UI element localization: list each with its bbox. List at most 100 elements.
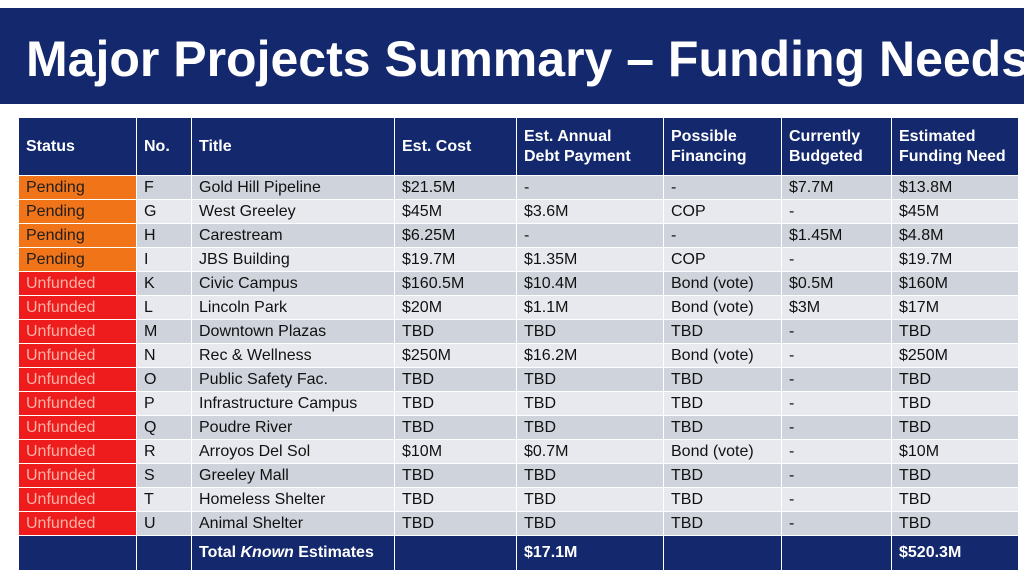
- funding-need: $17M: [891, 295, 1019, 320]
- currently-budgeted: -: [781, 199, 892, 224]
- project-title: Greeley Mall: [191, 463, 395, 488]
- project-title: Public Safety Fac.: [191, 367, 395, 392]
- status-cell: Pending: [18, 175, 137, 200]
- debt-payment: $3.6M: [516, 199, 664, 224]
- total-row: Total Known Estimates $17.1M $520.3M: [18, 535, 1019, 571]
- funding-need: $19.7M: [891, 247, 1019, 272]
- est-cost: $21.5M: [394, 175, 517, 200]
- possible-financing: TBD: [663, 391, 782, 416]
- est-cost: TBD: [394, 319, 517, 344]
- currently-budgeted: -: [781, 463, 892, 488]
- project-no: L: [136, 295, 192, 320]
- est-cost: TBD: [394, 367, 517, 392]
- project-no: G: [136, 199, 192, 224]
- header-financing-line1: Possible: [671, 127, 737, 145]
- possible-financing: Bond (vote): [663, 439, 782, 464]
- header-est-cost: Est. Cost: [394, 117, 517, 176]
- project-title: Homeless Shelter: [191, 487, 395, 512]
- currently-budgeted: -: [781, 511, 892, 536]
- funding-need: $250M: [891, 343, 1019, 368]
- currently-budgeted: -: [781, 487, 892, 512]
- table-row: Pending I JBS Building $19.7M $1.35M COP - $19.…: [18, 247, 1019, 272]
- currently-budgeted: -: [781, 415, 892, 440]
- table-row: Unfunded S Greeley Mall TBD TBD TBD - TBD: [18, 463, 1019, 488]
- status-cell: Pending: [18, 247, 137, 272]
- funding-need: TBD: [891, 415, 1019, 440]
- possible-financing: TBD: [663, 487, 782, 512]
- possible-financing: Bond (vote): [663, 271, 782, 296]
- header-financing-line2: Financing: [671, 147, 747, 165]
- total-label: Total Known Estimates: [191, 535, 395, 571]
- table-row: Pending H Carestream $6.25M - - $1.45M $4.8M: [18, 223, 1019, 248]
- project-title: Poudre River: [191, 415, 395, 440]
- funding-need: TBD: [891, 511, 1019, 536]
- est-cost: TBD: [394, 511, 517, 536]
- debt-payment: TBD: [516, 415, 664, 440]
- est-cost: $10M: [394, 439, 517, 464]
- status-cell: Unfunded: [18, 439, 137, 464]
- possible-financing: TBD: [663, 511, 782, 536]
- status-cell: Unfunded: [18, 319, 137, 344]
- est-cost: $6.25M: [394, 223, 517, 248]
- projects-table: Status No. Title Est. Cost Est. Annual D…: [18, 117, 1019, 571]
- status-cell: Unfunded: [18, 391, 137, 416]
- total-budgeted-cell: [781, 535, 892, 571]
- total-label-emphasis: Known: [240, 544, 294, 561]
- project-title: Infrastructure Campus: [191, 391, 395, 416]
- possible-financing: COP: [663, 199, 782, 224]
- funding-need: TBD: [891, 391, 1019, 416]
- currently-budgeted: $1.45M: [781, 223, 892, 248]
- header-funding-need: Estimated Funding Need: [891, 117, 1019, 176]
- funding-need: TBD: [891, 319, 1019, 344]
- header-budgeted-line1: Currently: [789, 127, 861, 145]
- currently-budgeted: -: [781, 391, 892, 416]
- table-row: Unfunded K Civic Campus $160.5M $10.4M Bond (…: [18, 271, 1019, 296]
- total-no-cell: [136, 535, 192, 571]
- debt-payment: $10.4M: [516, 271, 664, 296]
- status-cell: Unfunded: [18, 367, 137, 392]
- possible-financing: TBD: [663, 367, 782, 392]
- possible-financing: -: [663, 175, 782, 200]
- funding-need: TBD: [891, 487, 1019, 512]
- debt-payment: TBD: [516, 463, 664, 488]
- funding-need: $45M: [891, 199, 1019, 224]
- project-title: Carestream: [191, 223, 395, 248]
- status-cell: Unfunded: [18, 271, 137, 296]
- debt-payment: TBD: [516, 487, 664, 512]
- possible-financing: -: [663, 223, 782, 248]
- table-row: Pending F Gold Hill Pipeline $21.5M - - $7.7M $…: [18, 175, 1019, 200]
- project-no: R: [136, 439, 192, 464]
- total-label-prefix: Total: [199, 544, 241, 561]
- debt-payment: TBD: [516, 511, 664, 536]
- table-row: Unfunded N Rec & Wellness $250M $16.2M Bond (…: [18, 343, 1019, 368]
- debt-payment: TBD: [516, 367, 664, 392]
- header-debt-line2: Debt Payment: [524, 147, 631, 165]
- project-no: F: [136, 175, 192, 200]
- project-title: Gold Hill Pipeline: [191, 175, 395, 200]
- project-no: N: [136, 343, 192, 368]
- status-cell: Pending: [18, 199, 137, 224]
- table-row: Unfunded T Homeless Shelter TBD TBD TBD - TBD: [18, 487, 1019, 512]
- project-no: K: [136, 271, 192, 296]
- project-title: Rec & Wellness: [191, 343, 395, 368]
- page-title: Major Projects Summary – Funding Needs: [26, 31, 1024, 87]
- est-cost: TBD: [394, 463, 517, 488]
- debt-payment: $16.2M: [516, 343, 664, 368]
- project-no: U: [136, 511, 192, 536]
- header-financing: Possible Financing: [663, 117, 782, 176]
- possible-financing: COP: [663, 247, 782, 272]
- table-body: Pending F Gold Hill Pipeline $21.5M - - $7.7M $…: [18, 175, 1019, 536]
- currently-budgeted: -: [781, 247, 892, 272]
- title-banner: Major Projects Summary – Funding Needs: [0, 8, 1024, 104]
- header-need-line1: Estimated: [899, 127, 976, 145]
- status-cell: Unfunded: [18, 463, 137, 488]
- table-row: Unfunded L Lincoln Park $20M $1.1M Bond (vote…: [18, 295, 1019, 320]
- status-cell: Unfunded: [18, 415, 137, 440]
- table-row: Unfunded R Arroyos Del Sol $10M $0.7M Bond (v…: [18, 439, 1019, 464]
- funding-need: TBD: [891, 367, 1019, 392]
- header-budgeted-line2: Budgeted: [789, 147, 863, 165]
- possible-financing: TBD: [663, 415, 782, 440]
- total-status-cell: [18, 535, 137, 571]
- possible-financing: TBD: [663, 463, 782, 488]
- est-cost: $160.5M: [394, 271, 517, 296]
